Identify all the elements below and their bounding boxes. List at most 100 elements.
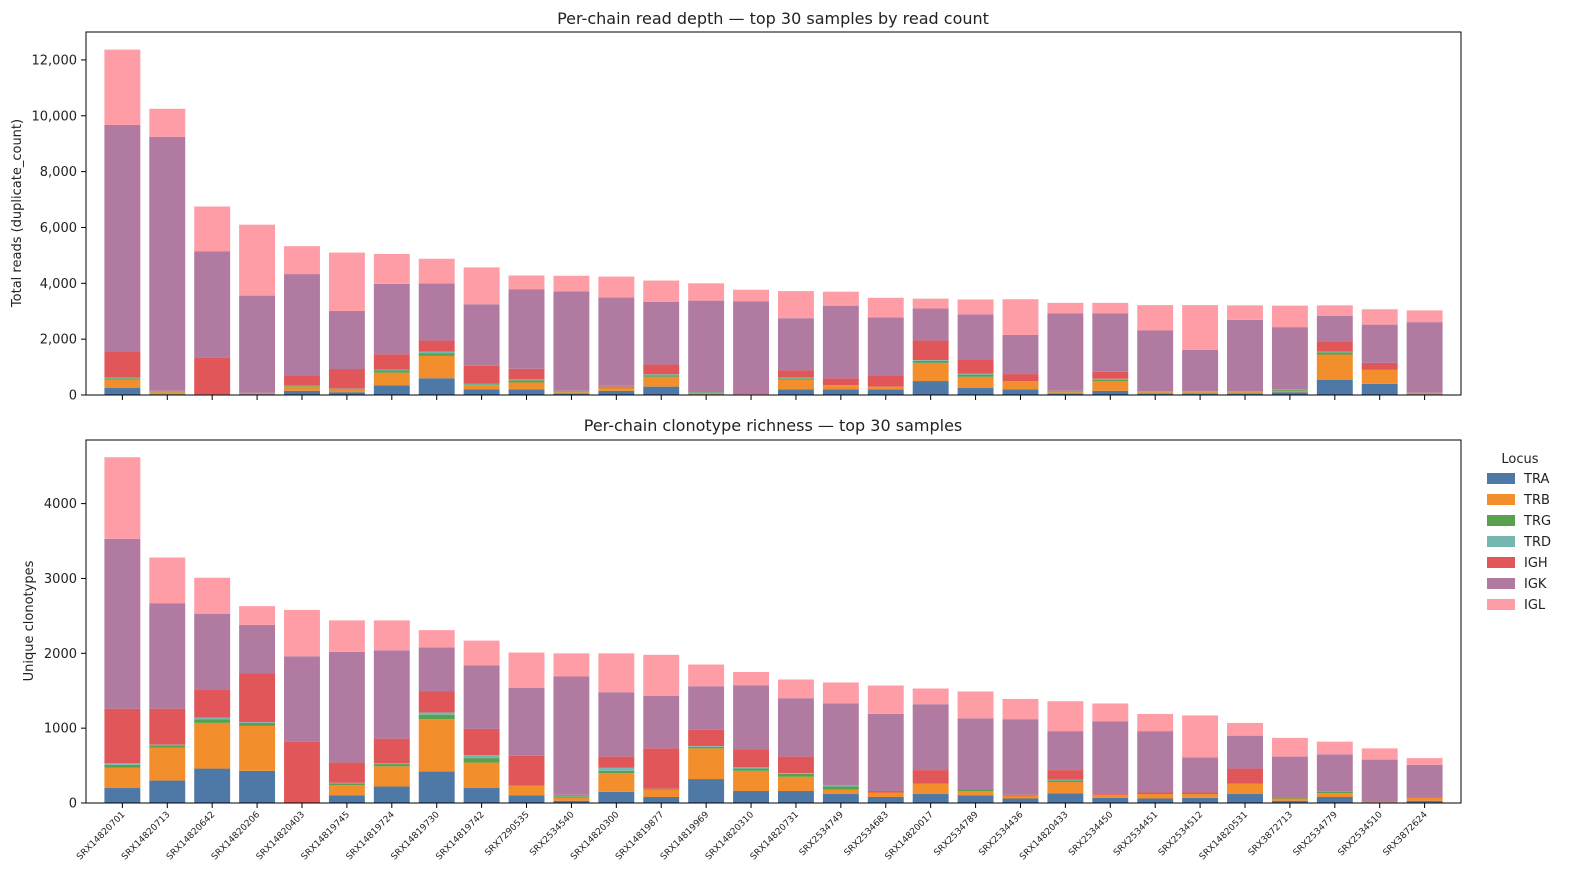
bar-segment-tra-srx14820731 — [777, 791, 814, 803]
x-tick-label: SRX2534779 — [1292, 810, 1340, 858]
bar-segment-trg-srx14819969 — [688, 392, 725, 394]
bar-segment-trg-srx14820206 — [239, 722, 276, 726]
bar-segment-tra-srx3872713 — [1271, 800, 1308, 803]
bar-segment-trb-srx14820713 — [149, 392, 186, 395]
bar-segment-igl-srx2534510 — [1361, 748, 1398, 760]
y-tick-label: 4,000 — [40, 277, 77, 292]
bars-read-depth — [104, 49, 1443, 395]
bar-segment-trb-srx14819742 — [463, 762, 500, 789]
bar-segment-trb-srx2534540 — [553, 797, 590, 801]
bar-segment-tra-srx14819969 — [688, 779, 725, 803]
bar-segment-igk-srx7290535 — [508, 289, 545, 369]
bar-segment-igl-srx14820017 — [912, 298, 949, 309]
bar-segment-igl-srx14820731 — [777, 291, 814, 319]
bar-segment-trb-srx3872624 — [1406, 392, 1443, 395]
bar-segment-igl-srx2534512 — [1182, 305, 1219, 350]
x-tick-label: SRX2534540 — [528, 810, 576, 858]
legend-swatch-igh — [1487, 557, 1515, 568]
bar-segment-trb-srx2534789 — [957, 791, 994, 796]
bar-segment-igk-srx14819742 — [463, 665, 500, 729]
bar-segment-trb-srx14820310 — [733, 770, 770, 792]
bar-segment-igl-srx14820206 — [239, 606, 276, 625]
bar-segment-tra-srx2534683 — [867, 797, 904, 803]
bar-segment-igh-srx14820701 — [104, 708, 141, 764]
y-tick-label: 6,000 — [40, 221, 77, 236]
legend-swatch-trb — [1487, 494, 1515, 505]
bar-segment-igl-srx14820642 — [194, 577, 231, 614]
x-axis-ticks-read-depth — [121, 395, 1426, 400]
y-tick-label: 3000 — [44, 572, 77, 587]
bar-segment-igh-srx2534451 — [1137, 792, 1174, 795]
bar-segment-igh-srx2534749 — [822, 378, 859, 386]
legend-swatch-trd — [1487, 536, 1515, 547]
bar-segment-igk-srx14819724 — [373, 283, 410, 355]
bar-segment-igl-srx3872624 — [1406, 310, 1443, 323]
bar-segment-trb-srx14820531 — [1227, 783, 1263, 795]
bar-segment-igl-srx14820642 — [194, 206, 231, 252]
bar-segment-trb-srx2534779 — [1316, 354, 1353, 380]
bar-segment-igh-srx14820403 — [284, 741, 320, 803]
bar-segment-igl-srx14820310 — [733, 289, 770, 302]
bar-segment-igl-srx2534540 — [553, 275, 590, 292]
bar-segment-igh-srx2534450 — [1092, 371, 1129, 379]
bar-segment-igk-srx2534683 — [867, 317, 904, 377]
bar-segment-trg-srx14820310 — [733, 768, 770, 771]
bar-segment-trb-srx14820713 — [149, 747, 186, 781]
bar-segment-trb-srx2534683 — [867, 792, 904, 798]
bar-segment-igl-srx14819730 — [418, 258, 455, 284]
bar-segment-igk-srx14819730 — [418, 647, 455, 692]
bar-segment-trd-srx7290535 — [508, 379, 545, 381]
bar-segment-tra-srx3872624 — [1406, 800, 1443, 803]
bar-segment-trd-srx14819877 — [643, 374, 680, 376]
bar-segment-igl-srx14820403 — [284, 246, 320, 275]
bar-segment-trd-srx14819742 — [463, 755, 500, 759]
bar-segment-trb-srx3872713 — [1271, 390, 1308, 393]
bar-segment-trg-srx14819724 — [373, 764, 410, 767]
y-axis-label-clonotype-richness: Unique clonotypes — [22, 560, 37, 681]
bar-segment-igl-srx2534779 — [1316, 305, 1353, 316]
bar-segment-trg-srx3872713 — [1271, 797, 1308, 799]
legend-swatch-trg — [1487, 515, 1515, 526]
bar-segment-tra-srx14820731 — [777, 389, 814, 395]
bar-segment-igh-srx3872624 — [1406, 797, 1443, 798]
bar-segment-tra-srx3872713 — [1271, 392, 1308, 395]
bar-segment-trg-srx7290535 — [508, 380, 545, 383]
y-tick-label: 12,000 — [32, 53, 78, 68]
bar-segment-igk-srx2534789 — [957, 718, 994, 790]
bar-segment-trb-srx14820701 — [104, 767, 141, 789]
bar-segment-igh-srx2534450 — [1092, 794, 1129, 795]
bar-segment-igh-srx7290535 — [508, 755, 545, 786]
bar-segment-igh-srx14819730 — [418, 340, 455, 352]
y-tick-label: 0 — [69, 797, 77, 812]
x-tick-label: SRX2534789 — [932, 810, 980, 858]
bar-segment-trb-srx2534540 — [553, 392, 590, 394]
bar-segment-igl-srx2534451 — [1137, 713, 1174, 732]
bar-segment-trg-srx14820300 — [598, 387, 635, 389]
x-tick-label: SRX7290535 — [483, 810, 531, 858]
bar-segment-igl-srx14819969 — [688, 664, 725, 687]
bar-segment-trd-srx14819730 — [418, 712, 455, 715]
bar-segment-trd-srx14820713 — [149, 744, 186, 746]
bar-segment-igk-srx2534779 — [1316, 754, 1353, 792]
bar-segment-igk-srx14820310 — [733, 301, 770, 395]
y-axis-ticks-read-depth: 0 2,000 4,000 6,000 8,000 10,000 12,000 — [32, 53, 86, 404]
bar-segment-trg-srx14820300 — [598, 770, 635, 774]
bar-segment-tra-srx2534512 — [1182, 797, 1219, 803]
bar-segment-igk-srx14820701 — [104, 538, 141, 709]
bar-segment-igl-srx2534450 — [1092, 302, 1129, 314]
bar-segment-igh-srx14820713 — [149, 390, 186, 392]
bar-segment-igl-srx14819745 — [328, 620, 365, 652]
bar-segment-igk-srx14820300 — [598, 692, 635, 757]
bar-segment-igl-srx14820300 — [598, 653, 635, 693]
bar-segment-igk-srx14820642 — [194, 613, 231, 690]
bar-segment-trg-srx3872713 — [1271, 389, 1308, 391]
bar-segment-igk-srx14820310 — [733, 685, 770, 750]
bar-segment-trg-srx2534749 — [822, 786, 859, 790]
bar-segment-trb-srx7290535 — [508, 785, 545, 796]
bar-segment-trb-srx14820300 — [598, 388, 635, 391]
bar-segment-tra-srx14820642 — [194, 768, 231, 803]
bar-segment-tra-srx2534540 — [553, 800, 590, 803]
bar-segment-igl-srx2534683 — [867, 297, 904, 318]
x-tick-label: SRX2534510 — [1337, 810, 1385, 858]
bar-segment-trb-srx14820403 — [284, 386, 320, 391]
